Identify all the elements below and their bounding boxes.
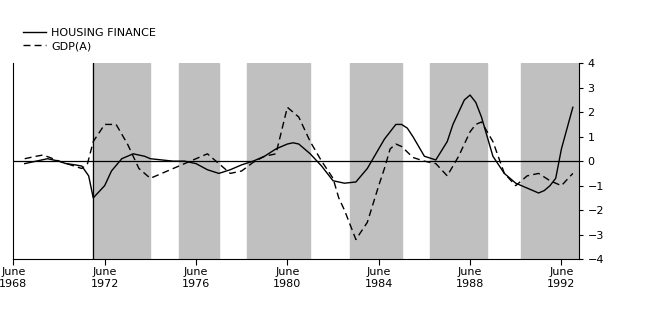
Bar	[430, 63, 487, 259]
Bar	[350, 63, 402, 259]
Bar	[93, 63, 150, 259]
Bar	[179, 63, 219, 259]
Bar	[521, 63, 579, 259]
Legend: HOUSING FINANCE, GDP(A): HOUSING FINANCE, GDP(A)	[19, 23, 160, 56]
Bar	[247, 63, 310, 259]
